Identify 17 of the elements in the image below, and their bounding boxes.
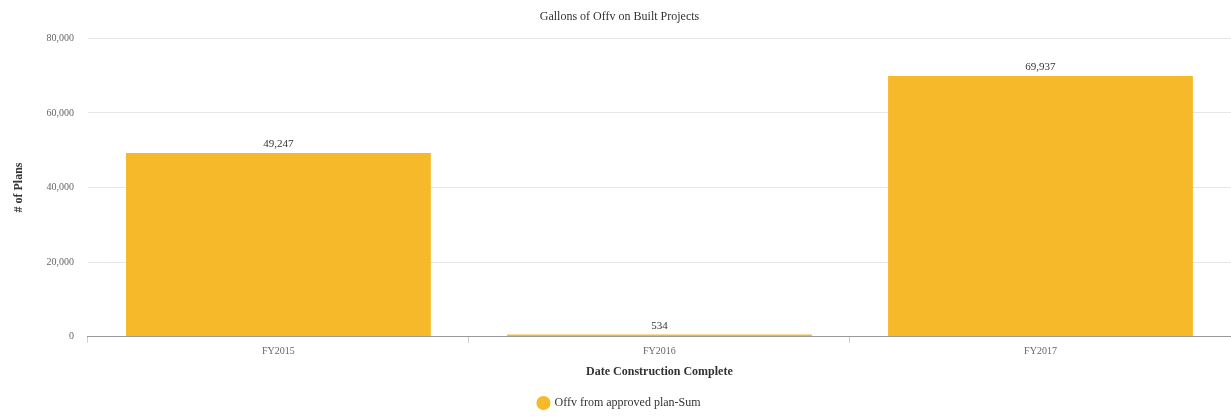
data-label: 69,937 [1025,60,1057,73]
y-tick-label: 20,000 [46,255,74,267]
x-tick-label: FY2017 [1024,345,1057,357]
data-label: 49,247 [263,137,295,150]
y-tick-label: 40,000 [46,181,74,193]
y-tick-label: 60,000 [46,106,74,118]
x-tick-label: FY2015 [262,345,295,357]
chart-title: Gallons of Offv on Built Projects [539,9,700,24]
y-tick-label: 80,000 [46,32,74,44]
y-axis-title: # of Plans [11,162,26,213]
data-label: 534 [651,319,669,331]
x-axis-title: Date Construction Complete [586,363,734,378]
x-tick-label: FY2016 [643,345,676,357]
y-tick-label: 0 [68,330,74,342]
bar [126,153,431,337]
legend-label: Offv from approved plan-Sum [554,395,702,410]
bar [888,75,1193,337]
